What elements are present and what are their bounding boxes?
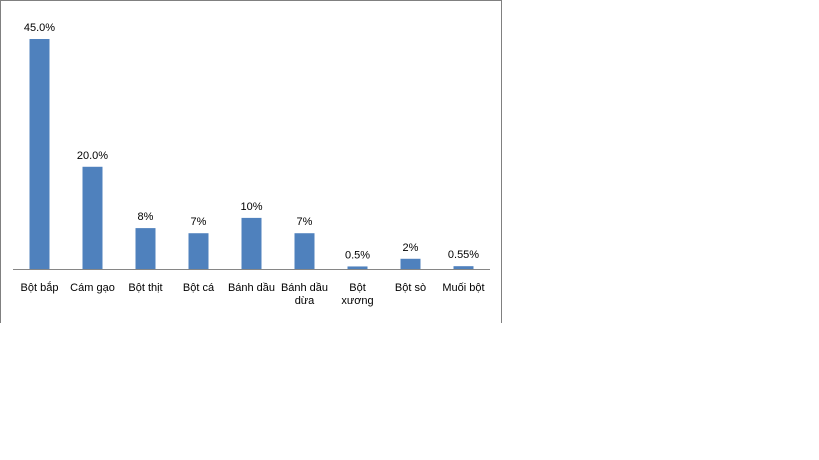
category-label-6: Bánh dầu dừa bbox=[281, 282, 328, 307]
data-label-7: 0.5% bbox=[345, 249, 370, 261]
category-label-4: Bột cá bbox=[183, 282, 215, 294]
category-label-8: Bột sò bbox=[395, 282, 426, 294]
category-label-3: Bột thịt bbox=[128, 282, 162, 294]
data-label-4: 7% bbox=[191, 216, 207, 228]
bar-4 bbox=[188, 233, 209, 269]
category-label-9: Muối bột bbox=[442, 282, 484, 294]
chart-frame: 45.0% Bột bắp 20.0% Cám gạo 8% Bột thịt 7% Bột … bbox=[0, 0, 502, 323]
bar-3 bbox=[135, 228, 156, 269]
bar-1 bbox=[29, 39, 50, 269]
bar-6 bbox=[294, 233, 315, 269]
bar-8 bbox=[400, 258, 421, 269]
data-label-1: 45.0% bbox=[24, 22, 55, 34]
category-label-2: Cám gạo bbox=[70, 282, 115, 294]
data-label-8: 2% bbox=[403, 242, 419, 254]
bar-2 bbox=[82, 166, 103, 269]
category-label-7: Bột xương bbox=[341, 282, 373, 307]
bar-9 bbox=[453, 266, 474, 269]
bar-chart: 45.0% Bột bắp 20.0% Cám gạo 8% Bột thịt 7% Bột … bbox=[0, 0, 502, 323]
category-label-1: Bột bắp bbox=[21, 281, 59, 294]
data-label-5: 10% bbox=[240, 201, 262, 213]
data-label-3: 8% bbox=[138, 211, 154, 223]
data-label-2: 20.0% bbox=[77, 150, 108, 162]
bar-5 bbox=[241, 217, 262, 269]
bar-7 bbox=[347, 266, 368, 269]
data-label-9: 0.55% bbox=[448, 249, 479, 261]
data-label-6: 7% bbox=[297, 216, 313, 228]
category-label-5: Bánh dầu bbox=[228, 282, 275, 294]
chart-border bbox=[0, 0, 502, 323]
